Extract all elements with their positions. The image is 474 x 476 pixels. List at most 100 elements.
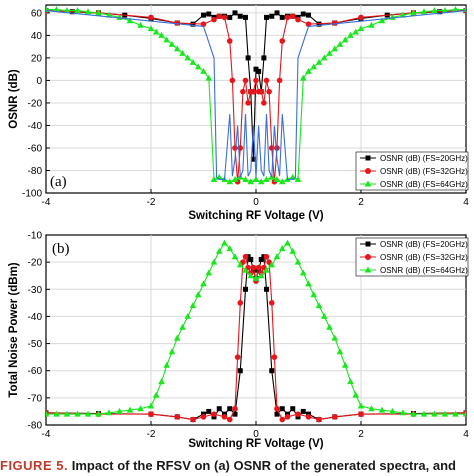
data-point-triangle <box>247 272 255 279</box>
y-tick-label: 20 <box>31 53 43 64</box>
data-point-circle <box>232 405 238 412</box>
data-point-circle <box>226 38 233 44</box>
legend-entry-fs64: OSNR (dB) (FS=64GHz) <box>360 266 468 275</box>
x-tick-label: 0 <box>253 197 259 208</box>
data-point-circle <box>358 411 364 417</box>
data-point-square <box>243 14 248 20</box>
y-tick-label: -70 <box>28 393 43 404</box>
data-point-triangle <box>46 410 50 417</box>
data-point-square <box>227 406 233 412</box>
data-point-square <box>274 10 280 16</box>
data-point-triangle <box>53 6 60 13</box>
data-point-triangle <box>347 378 354 385</box>
legend-label-fs20: OSNR (dB) (FS=20GHz) <box>380 240 468 249</box>
data-point-circle <box>305 21 312 27</box>
data-point-triangle <box>278 245 286 252</box>
y-tick-label: -60 <box>28 143 43 154</box>
data-point-circle <box>295 16 301 23</box>
data-point-triangle <box>163 36 171 43</box>
data-point-triangle <box>326 323 333 330</box>
data-point-circle <box>295 411 301 417</box>
data-point-triangle <box>420 8 428 15</box>
x-tick-label: -2 <box>147 429 156 440</box>
data-point-circle <box>253 77 259 84</box>
data-point-circle <box>274 405 280 412</box>
data-point-triangle <box>184 54 192 61</box>
data-point-triangle <box>231 253 239 260</box>
data-point-triangle <box>294 258 302 265</box>
data-point-triangle <box>315 302 323 309</box>
panel-b-chart: -4 -2 0 2 4-80-70-60-50-40-30-20-10 (b) Swit… <box>8 231 469 451</box>
data-point-square <box>269 368 275 374</box>
data-point-circle <box>174 20 181 26</box>
legend-label-fs64: OSNR (dB) (FS=64GHz) <box>380 180 468 189</box>
data-point-triangle <box>194 291 202 298</box>
data-point-triangle <box>152 28 160 35</box>
data-point-square <box>216 406 222 412</box>
data-point-triangle <box>152 391 160 398</box>
data-point-square <box>306 12 311 18</box>
data-point-triangle <box>289 247 297 254</box>
data-point-triangle <box>452 410 459 417</box>
legend-label-fs20: OSNR (dB) (FS=20GHz) <box>380 154 468 163</box>
data-point-triangle <box>184 312 192 319</box>
data-point-triangle <box>268 261 276 268</box>
legend-marker-square <box>365 241 371 247</box>
x-tick-label: -4 <box>42 197 51 208</box>
y-tick-label: -20 <box>28 98 43 109</box>
data-point-triangle <box>63 7 71 14</box>
data-point-triangle <box>226 178 234 185</box>
data-point-triangle <box>252 274 260 281</box>
legend-label-fs32: OSNR (dB) (FS=32GHz) <box>380 167 468 176</box>
data-point-triangle <box>431 7 438 14</box>
y-tick-label: 40 <box>31 31 43 42</box>
data-point-circle <box>316 416 322 423</box>
data-point-triangle <box>357 402 365 409</box>
figure-caption: FIGURE 5. Impact of the RFSV on (a) OSNR… <box>0 458 474 473</box>
data-point-square <box>279 14 285 20</box>
x-tick-label: -2 <box>147 197 156 208</box>
data-point-circle <box>289 13 296 20</box>
y-tick-label: -60 <box>28 366 43 377</box>
data-point-circle <box>261 100 267 106</box>
data-point-triangle <box>462 410 466 417</box>
data-point-triangle <box>452 6 459 13</box>
data-point-triangle <box>378 17 386 24</box>
data-point-triangle <box>305 67 312 74</box>
data-point-circle <box>274 145 280 151</box>
data-point-triangle <box>226 245 234 252</box>
data-point-square <box>201 12 206 18</box>
x-tick-label: 4 <box>463 197 469 208</box>
data-point-circle <box>174 414 181 420</box>
data-point-triangle <box>163 361 171 368</box>
data-point-circle <box>245 264 251 271</box>
data-point-triangle <box>215 247 223 254</box>
data-point-triangle <box>158 31 165 38</box>
data-point-square <box>248 256 254 262</box>
data-point-circle <box>258 88 265 95</box>
data-point-triangle <box>147 25 155 32</box>
data-point-triangle <box>53 410 60 417</box>
data-point-circle <box>279 416 286 423</box>
data-point-triangle <box>74 7 81 14</box>
data-point-circle <box>358 14 364 21</box>
x-tick-label: 2 <box>358 429 364 440</box>
legend-marker-triangle <box>364 266 372 273</box>
data-point-triangle <box>168 348 176 355</box>
data-point-triangle <box>278 178 286 185</box>
series-osnr-db-fs-64ghz- <box>46 239 466 417</box>
data-point-circle <box>266 88 272 95</box>
data-point-circle <box>221 414 228 420</box>
data-point-triangle <box>179 323 186 330</box>
data-point-square <box>269 13 275 19</box>
data-point-triangle <box>305 280 312 287</box>
data-point-triangle <box>399 11 407 18</box>
data-point-triangle <box>95 9 102 16</box>
data-point-triangle <box>158 378 165 385</box>
y-tick-label: -30 <box>28 285 43 296</box>
data-point-triangle <box>221 239 228 246</box>
data-point-triangle <box>63 410 71 417</box>
panel-a-y-axis-label: OSNR (dB) <box>8 69 20 129</box>
data-point-circle <box>279 38 286 44</box>
